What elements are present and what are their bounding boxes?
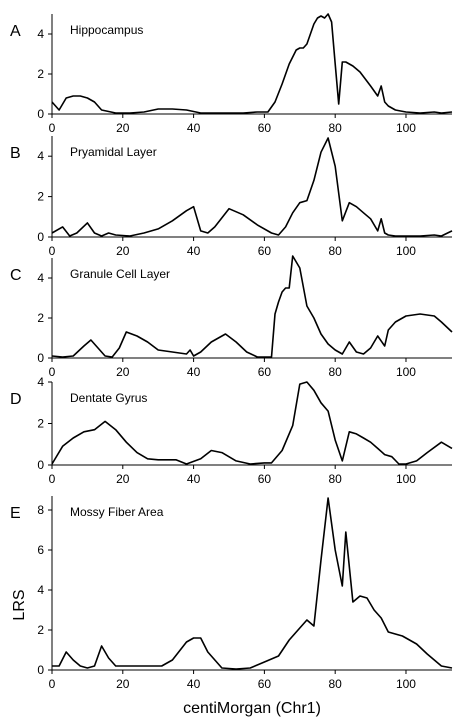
x-tick-label: 100	[396, 121, 416, 135]
x-tick-label: 20	[116, 244, 130, 258]
x-tick-label: 100	[396, 244, 416, 258]
x-tick-label: 100	[396, 365, 416, 379]
x-tick-label: 0	[49, 365, 56, 379]
x-tick-label: 60	[258, 244, 272, 258]
panel-title-b: Pryamidal Layer	[70, 145, 157, 159]
y-tick-label: 2	[37, 417, 44, 431]
y-tick-label: 4	[37, 583, 44, 597]
x-tick-label: 0	[49, 472, 56, 486]
panel-title-d: Dentate Gyrus	[70, 391, 147, 405]
y-tick-label: 4	[37, 149, 44, 163]
y-tick-label: 0	[37, 663, 44, 677]
lrs-series-line-a	[51, 13, 453, 114]
y-tick-label: 2	[37, 311, 44, 325]
x-tick-label: 80	[329, 472, 343, 486]
x-tick-label: 80	[329, 365, 343, 379]
y-tick-label: 4	[37, 27, 44, 41]
y-tick-label: 0	[37, 230, 44, 244]
x-tick-label: 80	[329, 244, 343, 258]
x-tick-label: 40	[187, 244, 201, 258]
x-tick-label: 0	[49, 677, 56, 691]
x-tick-label: 20	[116, 365, 130, 379]
panel-title-a: Hippocampus	[70, 23, 143, 37]
x-tick-label: 40	[187, 365, 201, 379]
lrs-series-line-e	[52, 497, 453, 670]
y-axis-title: LRS	[11, 589, 28, 620]
x-tick-label: 80	[329, 121, 343, 135]
x-tick-label: 80	[329, 677, 343, 691]
x-tick-label: 100	[396, 472, 416, 486]
x-axis-title: centiMorgan (Chr1)	[183, 700, 321, 717]
panel-letter-d: D	[10, 391, 22, 408]
x-tick-label: 40	[187, 472, 201, 486]
x-tick-label: 40	[187, 121, 201, 135]
y-tick-label: 4	[37, 271, 44, 285]
x-tick-label: 60	[258, 472, 272, 486]
y-tick-label: 0	[37, 458, 44, 472]
panel-letter-b: B	[10, 145, 21, 162]
x-tick-label: 0	[49, 244, 56, 258]
x-tick-label: 20	[116, 121, 130, 135]
y-tick-label: 0	[37, 351, 44, 365]
y-tick-label: 4	[37, 375, 44, 389]
panel-title-c: Granule Cell Layer	[70, 267, 170, 281]
lrs-series-line-d	[51, 381, 453, 465]
x-tick-label: 60	[258, 365, 272, 379]
y-tick-label: 2	[37, 623, 44, 637]
y-tick-label: 2	[37, 190, 44, 204]
y-tick-label: 0	[37, 107, 44, 121]
x-tick-label: 100	[396, 677, 416, 691]
x-tick-label: 60	[258, 677, 272, 691]
x-tick-label: 20	[116, 677, 130, 691]
panel-letter-c: C	[10, 267, 22, 284]
x-tick-label: 20	[116, 472, 130, 486]
y-tick-label: 6	[37, 543, 44, 557]
panel-title-e: Mossy Fiber Area	[70, 505, 164, 519]
x-tick-label: 0	[49, 121, 56, 135]
y-tick-label: 8	[37, 503, 44, 517]
x-tick-label: 60	[258, 121, 272, 135]
panel-letter-e: E	[10, 505, 21, 522]
x-tick-label: 40	[187, 677, 201, 691]
panel-letter-a: A	[10, 23, 21, 40]
lrs-series-line-c	[51, 255, 453, 358]
lrs-series-line-b	[51, 137, 453, 237]
y-tick-label: 2	[37, 67, 44, 81]
